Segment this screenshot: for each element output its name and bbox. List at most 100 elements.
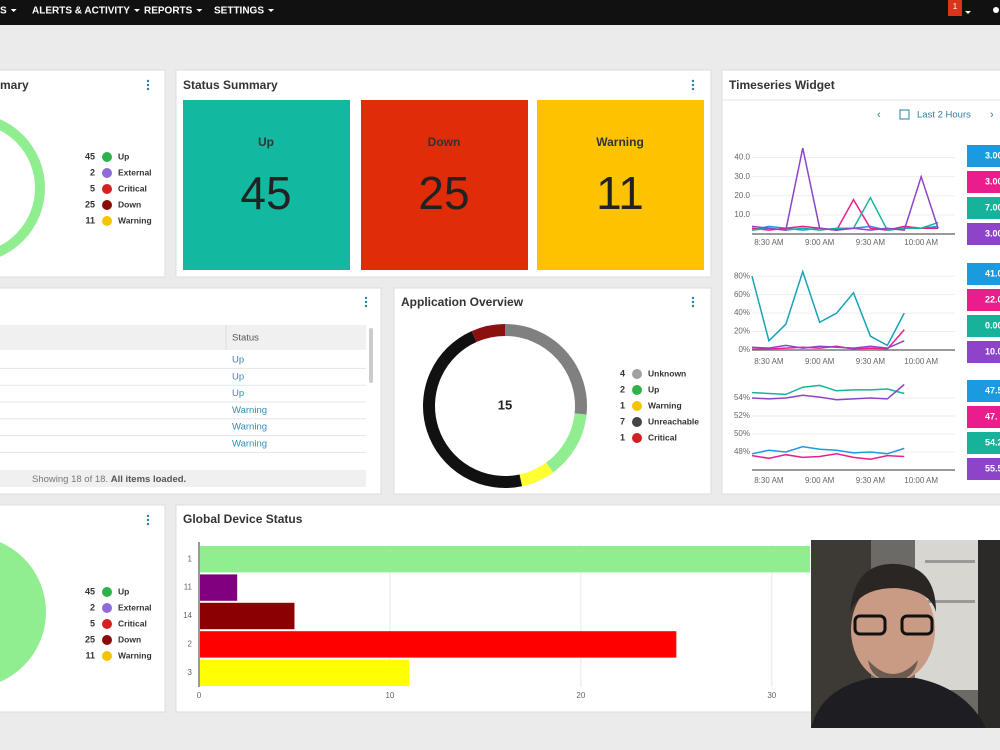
value-tile xyxy=(967,289,1000,311)
legend-label: Critical xyxy=(648,432,677,442)
time-range[interactable]: Last 2 Hours xyxy=(917,110,971,121)
y-tick-label: 0% xyxy=(738,345,750,354)
legend-count: 11 xyxy=(85,215,95,225)
panel xyxy=(0,69,166,278)
status-link[interactable]: Warning xyxy=(232,439,267,450)
donut xyxy=(0,119,45,257)
y-tick-label: 11 xyxy=(184,583,193,592)
nav-item[interactable]: REPORTS xyxy=(144,6,193,17)
legend-count: 45 xyxy=(85,586,95,596)
panel xyxy=(721,69,1000,495)
next-arrow[interactable]: › xyxy=(990,109,994,121)
pie xyxy=(0,542,46,682)
legend-icon xyxy=(102,635,112,645)
value-tile xyxy=(967,380,1000,402)
y-tick-label: 30.0 xyxy=(734,172,750,181)
panel-title: Status Summary xyxy=(183,78,278,92)
value-tile-text: 3.00 xyxy=(985,228,1000,238)
legend-icon xyxy=(102,619,112,629)
status-count: 45 xyxy=(240,167,291,219)
value-tile xyxy=(967,171,1000,193)
legend-count: 5 xyxy=(90,183,95,193)
legend-count: 45 xyxy=(85,151,95,161)
panel-title: Global Device Status xyxy=(183,512,303,526)
x-tick-label: 9:00 AM xyxy=(805,476,835,485)
scrollbar[interactable] xyxy=(369,328,373,383)
nav-item[interactable]: ALERTS & ACTIVITY xyxy=(32,6,130,17)
legend-count: 7 xyxy=(620,416,625,426)
bar xyxy=(199,602,295,630)
y-tick-label: 40.0 xyxy=(734,153,750,162)
y-tick-label: 3 xyxy=(188,668,193,677)
x-tick-label: 8:30 AM xyxy=(754,357,784,366)
legend-count: 2 xyxy=(90,167,95,177)
legend-label: Critical xyxy=(118,618,147,628)
nav-bar xyxy=(0,0,1000,25)
legend-label: Warning xyxy=(118,650,152,660)
legend-label: Down xyxy=(118,199,141,209)
value-tile-text: 47. xyxy=(985,411,998,421)
status-link[interactable]: Up xyxy=(232,371,244,382)
status-tile[interactable] xyxy=(537,100,704,270)
value-tile xyxy=(967,406,1000,428)
x-tick-label: 0 xyxy=(197,691,202,700)
legend-label: Critical xyxy=(118,183,147,193)
series-line xyxy=(751,445,905,455)
y-tick-label: 2 xyxy=(188,640,193,649)
nav-caret xyxy=(10,9,17,12)
nav-item[interactable]: S xyxy=(0,6,7,17)
user-icon[interactable] xyxy=(993,7,999,13)
status-link[interactable]: Warning xyxy=(232,405,267,416)
menu-icons[interactable] xyxy=(146,79,695,526)
y-tick-label: 40% xyxy=(734,308,750,317)
notification-badge[interactable] xyxy=(948,0,962,16)
calendar-icon[interactable] xyxy=(899,109,910,120)
donut-segment xyxy=(545,413,587,473)
x-tick-label: 9:30 AM xyxy=(856,476,886,485)
status-link[interactable]: Up xyxy=(232,388,244,399)
status-link[interactable]: Up xyxy=(232,355,244,366)
bar xyxy=(199,574,238,601)
status-count: 11 xyxy=(596,167,644,219)
bar xyxy=(199,631,677,658)
value-tile-text: 0.00 xyxy=(985,320,1000,330)
panel xyxy=(0,287,382,495)
panel-title: Application Overview xyxy=(401,295,524,309)
legend-icon xyxy=(102,587,112,597)
x-tick-label: 10:00 AM xyxy=(904,476,938,485)
x-tick-label: 10:00 AM xyxy=(904,357,938,366)
value-tile xyxy=(967,145,1000,167)
status-link[interactable]: Warning xyxy=(232,422,267,433)
y-tick-label: 80% xyxy=(734,271,750,280)
y-tick-label: 54% xyxy=(734,393,750,402)
status-label: Up xyxy=(258,135,274,149)
badge-count: 1 xyxy=(953,2,958,11)
legend-label: Up xyxy=(648,384,659,394)
series-line xyxy=(751,198,939,231)
legend-label: Unreachable xyxy=(648,416,699,426)
nav-caret xyxy=(196,9,203,12)
x-tick-label: 9:30 AM xyxy=(856,357,886,366)
series-line xyxy=(751,340,905,349)
legend-count: 4 xyxy=(620,368,625,378)
y-tick-label: 52% xyxy=(734,411,750,420)
nav-caret xyxy=(133,9,140,12)
legend-count: 25 xyxy=(85,199,95,209)
series-line xyxy=(751,384,905,396)
status-label: Warning xyxy=(596,135,644,149)
y-tick-label: 50% xyxy=(734,429,750,438)
prev-arrow[interactable]: ‹ xyxy=(877,109,881,121)
y-tick-label: 14 xyxy=(183,611,192,620)
legend-label: Down xyxy=(118,634,141,644)
value-tile-text: 47.5 xyxy=(985,385,1000,395)
x-tick-label: 8:30 AM xyxy=(754,238,784,247)
legend-icon xyxy=(102,152,112,162)
status-tile[interactable] xyxy=(361,100,528,270)
status-tile[interactable] xyxy=(183,100,350,270)
series-line xyxy=(751,383,905,401)
series-line xyxy=(751,269,905,347)
panel-title: Timeseries Widget xyxy=(729,78,835,92)
nav-item[interactable]: SETTINGS xyxy=(214,6,264,17)
legend-icon xyxy=(632,369,642,379)
footer-count: Showing 18 of 18. xyxy=(32,474,108,485)
